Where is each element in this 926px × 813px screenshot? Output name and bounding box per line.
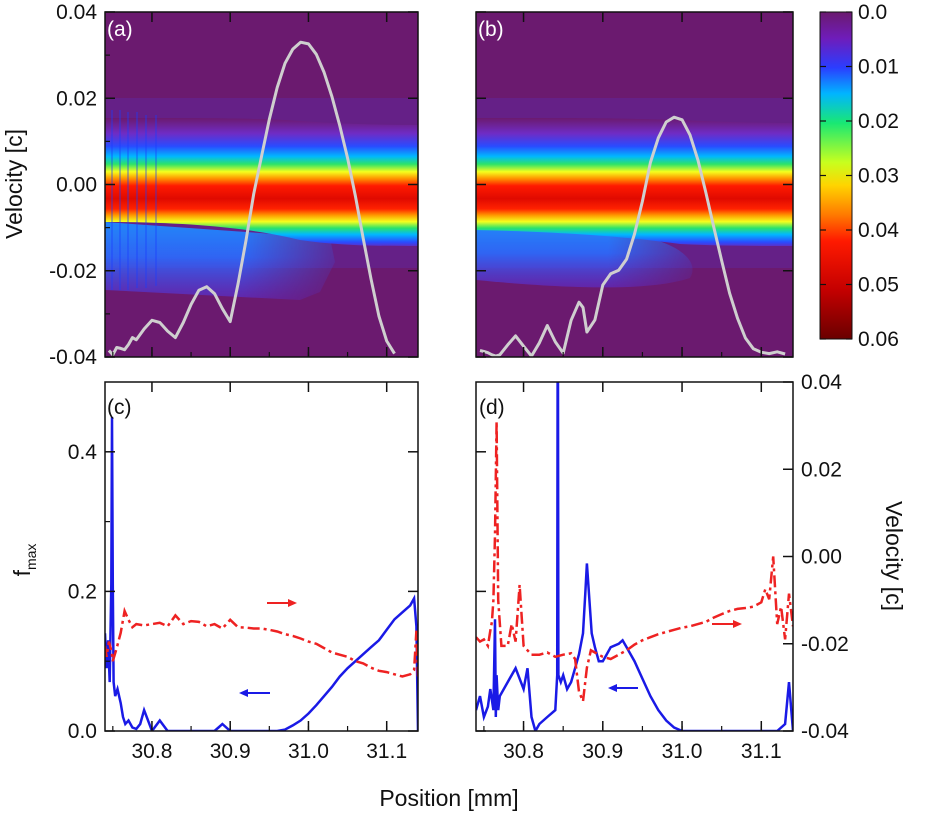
panel-d-y-right-tick-label: 0.04 [801, 371, 842, 394]
panel-c-x-tick-label: 31.0 [288, 740, 329, 763]
panel-c-x-tick-label: 30.8 [132, 740, 173, 763]
panel-c-label: (c) [107, 396, 132, 419]
panel-a-density-curve [107, 40, 396, 357]
panel-d-x-tick-label: 31.1 [741, 740, 782, 763]
panel-a-label: (a) [107, 18, 133, 41]
right-y-axis-title: Velocity [c] [881, 501, 907, 611]
panel-c-blue-arrow [239, 689, 270, 697]
panel-c-axis-ticks: 0.4 0.2 0.0 30.8 30.9 31.0 31.1 [68, 382, 418, 763]
panel-d-y-right-tick-label: -0.02 [801, 633, 849, 656]
panel-a-y-tick-label: 0.02 [56, 87, 97, 110]
panel-c-x-tick-label: 31.1 [366, 740, 407, 763]
panel-b-density-curve [479, 115, 786, 357]
panel-a-y-tick-label: -0.02 [49, 260, 97, 283]
panel-c-y-tick-label: 0.4 [68, 441, 98, 464]
panel-c: (c) [104, 381, 419, 732]
panel-b-lower-tail [476, 225, 693, 288]
panel-d-fmax-series [476, 382, 793, 731]
panel-d-background [476, 382, 793, 731]
panel-c-fmax-series [105, 416, 418, 731]
panel-d-axis-ticks: 0.04 0.02 0.00 -0.02 -0.04 30.8 30.9 31.0 31.1 [476, 371, 849, 763]
bottom-y-axis-title: fmax [9, 544, 39, 577]
panel-a-y-tick-label: 0.04 [56, 1, 97, 24]
panel-a-y-tick-label: -0.04 [49, 346, 97, 369]
panel-d-y-right-tick-label: -0.04 [801, 720, 849, 743]
panel-d-label: (d) [479, 396, 505, 419]
panel-d-velocity-series [476, 421, 793, 707]
colorbar-tick-label: 0.03 [858, 165, 899, 188]
fmax-symbol: f [9, 569, 35, 576]
panel-a-y-tick-label: 0.00 [56, 174, 97, 197]
panel-d-x-tick-label: 30.9 [582, 740, 623, 763]
panel-c-y-tick-label: 0.2 [68, 580, 97, 603]
panel-d-red-arrow [712, 620, 742, 628]
fmax-subscript: max [23, 544, 39, 570]
panel-d: (d) [475, 381, 794, 732]
panel-b-label: (b) [478, 18, 504, 41]
panel-a-lower-tail [105, 222, 335, 300]
panel-b-velocity-band [476, 118, 793, 246]
colorbar-tick-label: 0.05 [858, 274, 899, 297]
panel-b-axis-ticks [476, 11, 793, 358]
panel-a-oscillation-stripes [111, 110, 157, 290]
panel-c-x-tick-label: 30.9 [210, 740, 251, 763]
panel-c-frame [104, 381, 419, 732]
panel-d-x-tick-label: 31.0 [662, 740, 703, 763]
panel-c-y-tick-label: 0.0 [68, 720, 97, 743]
colorbar-ticks: 0.0 0.01 0.02 0.03 0.04 0.05 0.06 [820, 1, 899, 351]
colorbar-tick-label: 0.06 [858, 328, 899, 351]
colorbar: 0.0 0.01 0.02 0.03 0.04 0.05 0.06 [819, 1, 899, 351]
top-y-axis-title: Velocity [c] [1, 129, 27, 239]
colorbar-tick-label: 0.01 [858, 56, 899, 79]
colorbar-tick-label: 0.0 [858, 1, 887, 24]
panel-d-blue-arrow [608, 684, 638, 692]
panel-a-velocity-band [105, 118, 418, 246]
panel-d-y-right-tick-label: 0.02 [801, 458, 842, 481]
panel-b: (b) [475, 11, 794, 358]
panel-a-axis-ticks: 0.04 0.02 0.00 -0.02 -0.04 [49, 1, 418, 369]
colorbar-tick-label: 0.04 [858, 219, 899, 242]
panel-d-x-tick-label: 30.8 [503, 740, 544, 763]
x-axis-title: Position [mm] [379, 785, 518, 811]
panel-c-red-arrow [267, 599, 297, 607]
panel-a: (a) [104, 11, 419, 358]
panel-c-background [105, 382, 418, 731]
panel-d-y-right-tick-label: 0.00 [801, 546, 842, 569]
colorbar-tick-label: 0.02 [858, 110, 899, 133]
